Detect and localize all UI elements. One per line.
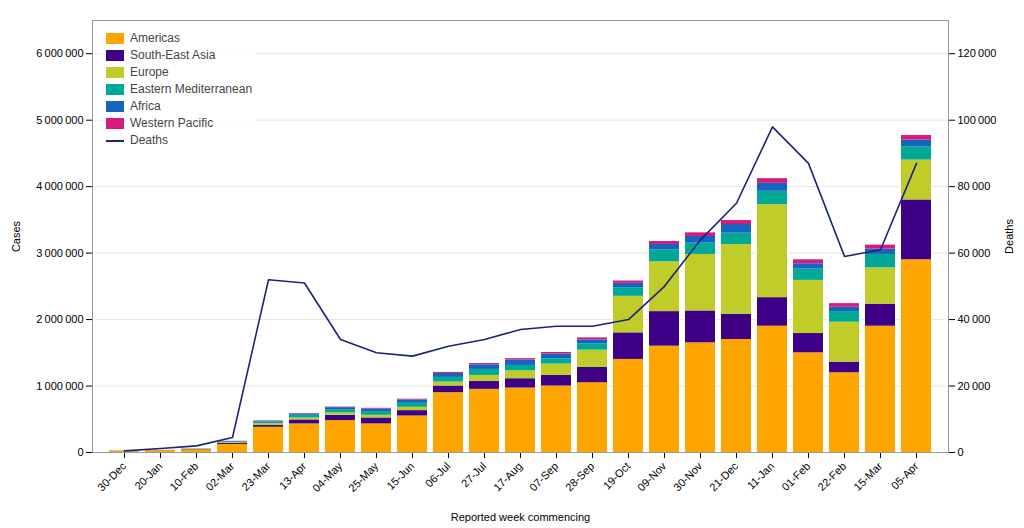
svg-text:2 000 000: 2 000 000: [36, 313, 83, 325]
html-text:Africa: Africa: [130, 99, 161, 113]
svg-text:Reported week commencing: Reported week commencing: [451, 511, 590, 523]
svg-text:30-Dec: 30-Dec: [95, 459, 129, 493]
svg-text:10-Feb: 10-Feb: [167, 460, 200, 493]
svg-text:01-Feb: 01-Feb: [779, 460, 812, 493]
svg-text:100 000: 100 000: [958, 114, 997, 126]
svg-text:09-Nov: 09-Nov: [635, 459, 669, 493]
svg-text:02-Mar: 02-Mar: [203, 460, 236, 493]
svg-text:25-May: 25-May: [346, 459, 381, 494]
html-text:Eastern Mediterranean: Eastern Mediterranean: [130, 82, 253, 96]
svg-text:20 000: 20 000: [958, 380, 991, 392]
html-text:Americas: Americas: [130, 31, 180, 45]
svg-text:Deaths: Deaths: [1003, 219, 1015, 254]
svg-text:13-Apr: 13-Apr: [277, 460, 309, 492]
html-text:South-East Asia: South-East Asia: [130, 48, 216, 62]
svg-text:07-Sep: 07-Sep: [527, 460, 561, 494]
svg-text:0: 0: [958, 446, 964, 458]
html-text:Deaths: Deaths: [130, 133, 168, 147]
svg-text:4 000 000: 4 000 000: [36, 180, 83, 192]
svg-text:80 000: 80 000: [958, 180, 991, 192]
svg-text:04-May: 04-May: [310, 459, 345, 494]
svg-text:15-Mar: 15-Mar: [851, 460, 884, 493]
svg-text:30-Nov: 30-Nov: [671, 459, 705, 493]
svg-text:19-Oct: 19-Oct: [601, 460, 633, 492]
svg-text:22-Feb: 22-Feb: [815, 460, 848, 493]
svg-text:60 000: 60 000: [958, 247, 991, 259]
html-text:Europe: Europe: [130, 65, 169, 79]
svg-text:0: 0: [77, 446, 83, 458]
svg-text:05-Apr: 05-Apr: [889, 460, 921, 492]
svg-text:21-Dec: 21-Dec: [707, 459, 741, 493]
svg-text:15-Jun: 15-Jun: [384, 460, 416, 492]
svg-text:120 000: 120 000: [958, 47, 997, 59]
svg-text:40 000: 40 000: [958, 313, 991, 325]
svg-text:1 000 000: 1 000 000: [36, 380, 83, 392]
svg-text:23-Mar: 23-Mar: [239, 460, 272, 493]
html-text:Western Pacific: Western Pacific: [130, 116, 214, 130]
svg-text:28-Sep: 28-Sep: [563, 460, 597, 494]
svg-text:Cases: Cases: [10, 220, 22, 252]
svg-text:27-Jul: 27-Jul: [459, 460, 489, 490]
svg-text:20-Jan: 20-Jan: [132, 460, 164, 492]
svg-text:6 000 000: 6 000 000: [36, 47, 83, 59]
svg-text:11-Jan: 11-Jan: [745, 460, 777, 492]
svg-text:06-Jul: 06-Jul: [423, 460, 453, 490]
svg-text:3 000 000: 3 000 000: [36, 247, 83, 259]
svg-text:5 000 000: 5 000 000: [36, 114, 83, 126]
svg-text:17-Aug: 17-Aug: [491, 460, 525, 494]
